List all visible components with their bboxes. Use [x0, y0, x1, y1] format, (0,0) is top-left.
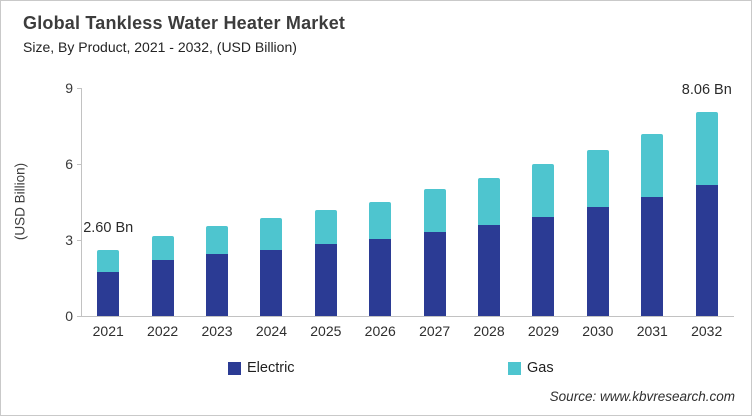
- x-label-2032: 2032: [691, 323, 723, 339]
- bar-segment-electric: [423, 232, 446, 316]
- bar-segment-gas: [97, 250, 120, 272]
- x-label-2024: 2024: [255, 323, 287, 339]
- bar-segment-gas: [206, 226, 229, 254]
- x-label-2027: 2027: [419, 323, 451, 339]
- x-axis-labels: 2021 2022 2023 2024 2025 2026 2027 2028 2029 2030…: [81, 323, 734, 339]
- y-tick-label: 0: [65, 308, 73, 324]
- legend-swatch-gas: [508, 361, 521, 375]
- legend-swatch-electric: [228, 361, 241, 375]
- bar-2026: [353, 88, 407, 316]
- bar-2024: [244, 88, 298, 316]
- x-label-2025: 2025: [310, 323, 342, 339]
- bar-2030: [571, 88, 625, 316]
- bar-segment-electric: [151, 260, 174, 316]
- legend-label: Electric: [247, 360, 295, 376]
- bar-segment-electric: [314, 243, 337, 316]
- data-label-2032: 8.06 Bn: [681, 81, 732, 98]
- bar-segment-gas: [260, 218, 283, 251]
- bar-2022: [135, 88, 189, 316]
- x-label-2022: 2022: [147, 323, 179, 339]
- bar-segment-gas: [151, 236, 174, 261]
- y-tick-label: 6: [65, 156, 73, 172]
- x-label-2021: 2021: [92, 323, 124, 339]
- bar-segment-electric: [260, 250, 283, 316]
- bar-segment-gas: [641, 133, 664, 197]
- bar-2029: [516, 88, 570, 316]
- bar-segment-electric: [695, 185, 718, 316]
- plot-area: [81, 88, 734, 316]
- y-tick-mark: [77, 316, 82, 317]
- data-label-2021: 2.60 Bn: [83, 220, 134, 237]
- x-label-2030: 2030: [582, 323, 614, 339]
- bar-segment-gas: [532, 164, 555, 218]
- bar-segment-gas: [423, 189, 446, 233]
- legend-item-gas: Gas: [508, 360, 554, 376]
- bar-segment-electric: [641, 196, 664, 316]
- x-label-2028: 2028: [473, 323, 505, 339]
- bar-segment-electric: [478, 224, 501, 316]
- bar-segment-gas: [369, 202, 392, 239]
- y-tick-mark: [77, 164, 82, 165]
- bar-2027: [407, 88, 461, 316]
- legend: Electric Gas: [1, 360, 751, 380]
- bar-segment-gas: [586, 150, 609, 208]
- bar-2025: [299, 88, 353, 316]
- bar-segment-electric: [532, 217, 555, 316]
- bar-segment-electric: [206, 253, 229, 316]
- bar-2031: [625, 88, 679, 316]
- chart-subtitle: Size, By Product, 2021 - 2032, (USD Bill…: [23, 39, 297, 55]
- x-label-2029: 2029: [527, 323, 560, 339]
- y-axis-line: [81, 88, 82, 317]
- bar-2032: [679, 88, 733, 316]
- bar-segment-gas: [478, 177, 501, 225]
- bar-segment-gas: [314, 209, 337, 244]
- y-tick-label: 3: [65, 232, 73, 248]
- bar-segment-electric: [97, 271, 120, 316]
- legend-label: Gas: [527, 360, 554, 376]
- legend-item-electric: Electric: [228, 360, 295, 376]
- x-axis-line: [81, 316, 734, 317]
- x-label-2023: 2023: [201, 323, 233, 339]
- bar-2023: [190, 88, 244, 316]
- x-label-2026: 2026: [364, 323, 396, 339]
- y-axis-title: (USD Billion): [12, 162, 28, 241]
- bar-segment-electric: [369, 238, 392, 316]
- chart-title: Global Tankless Water Heater Market: [23, 13, 346, 33]
- bar-segment-gas: [695, 111, 718, 186]
- bar-segment-electric: [586, 207, 609, 316]
- bar-2021: [81, 88, 135, 316]
- source-credit: Source: www.kbvresearch.com: [549, 389, 735, 404]
- y-tick-label: 9: [65, 80, 73, 96]
- y-tick-mark: [77, 240, 82, 241]
- x-label-2031: 2031: [636, 323, 668, 339]
- bar-2028: [462, 88, 516, 316]
- y-tick-mark: [77, 88, 82, 89]
